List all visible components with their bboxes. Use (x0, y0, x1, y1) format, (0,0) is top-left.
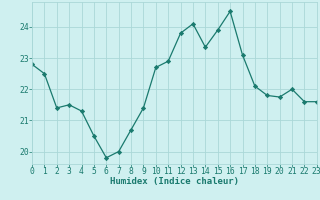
X-axis label: Humidex (Indice chaleur): Humidex (Indice chaleur) (110, 177, 239, 186)
